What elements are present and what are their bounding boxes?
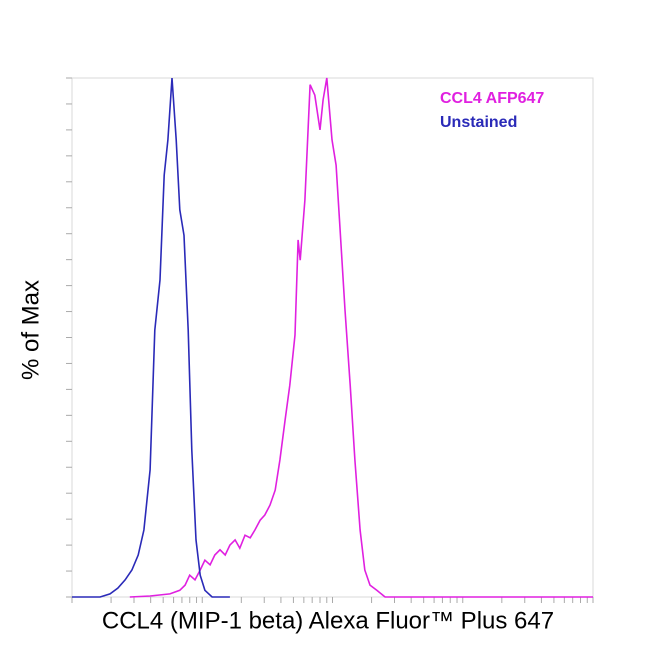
x-axis-label: CCL4 (MIP-1 beta) Alexa Fluor™ Plus 647 [102, 607, 554, 634]
y-axis-label: % of Max [17, 280, 44, 380]
legend-entry: CCL4 AFP647 [440, 90, 544, 107]
histogram-line [72, 77, 230, 598]
legend-entry: Unstained [440, 114, 517, 131]
histogram-line [129, 77, 593, 598]
plot-frame [71, 77, 594, 598]
